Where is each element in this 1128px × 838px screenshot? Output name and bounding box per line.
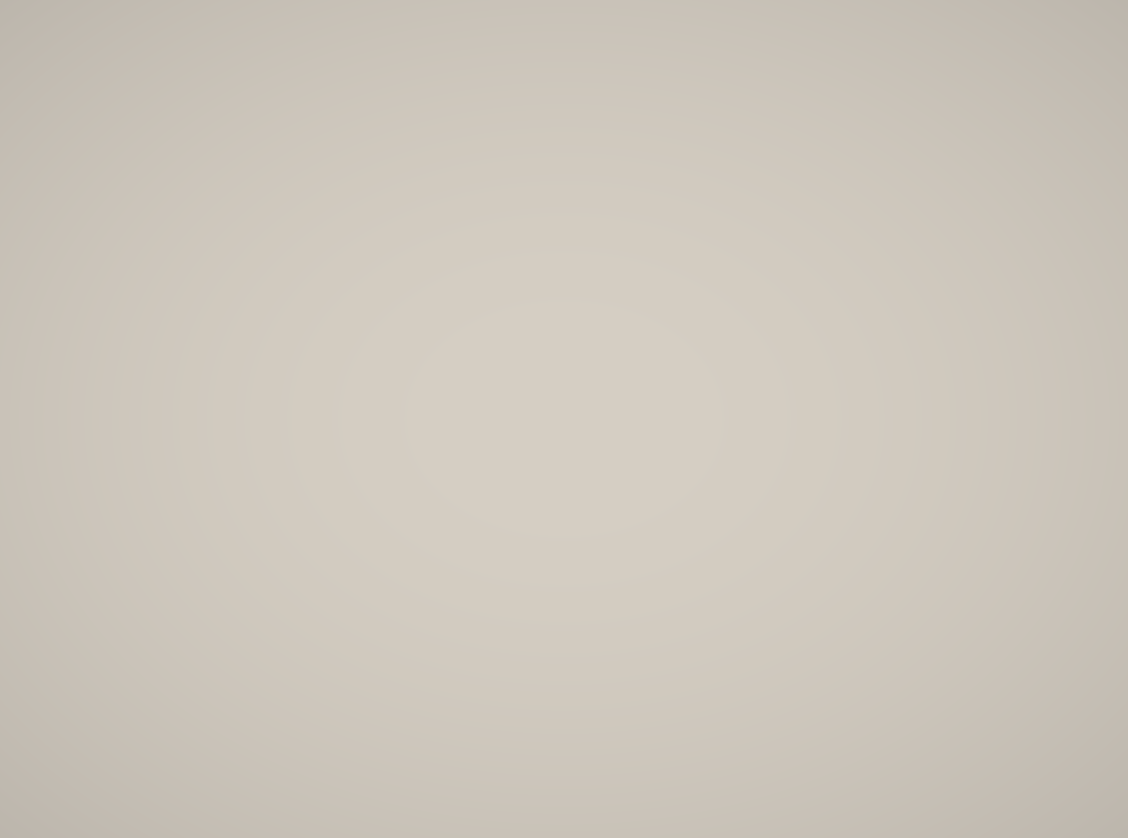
- Text: 0: 0: [261, 225, 274, 244]
- Text: 2: 2: [261, 282, 274, 300]
- Text: #4   Given the probability distribution below:: #4 Given the probability distribution be…: [215, 155, 714, 174]
- Text: 5: 5: [261, 366, 274, 385]
- Text: 0.33: 0.33: [349, 309, 397, 328]
- Text: (a)   mean: (a) mean: [215, 481, 327, 499]
- Text: x: x: [262, 199, 274, 218]
- Text: 0.04: 0.04: [349, 225, 397, 244]
- Text: Total: Total: [241, 413, 294, 432]
- Text: 1.00: 1.00: [349, 413, 397, 432]
- Text: 1: 1: [261, 253, 274, 272]
- Text: 4: 4: [261, 338, 274, 357]
- Text: p(x): p(x): [351, 199, 395, 218]
- Text: 0,22: 0,22: [349, 338, 397, 357]
- Text: 0.12: 0.12: [349, 253, 397, 272]
- Text: Find the: Find the: [215, 448, 307, 468]
- Text: 0.26: 0.26: [349, 282, 397, 300]
- Text: 0.03: 0.03: [349, 366, 396, 385]
- Text: (b)   variance: (b) variance: [215, 571, 361, 590]
- Text: 3: 3: [261, 309, 274, 328]
